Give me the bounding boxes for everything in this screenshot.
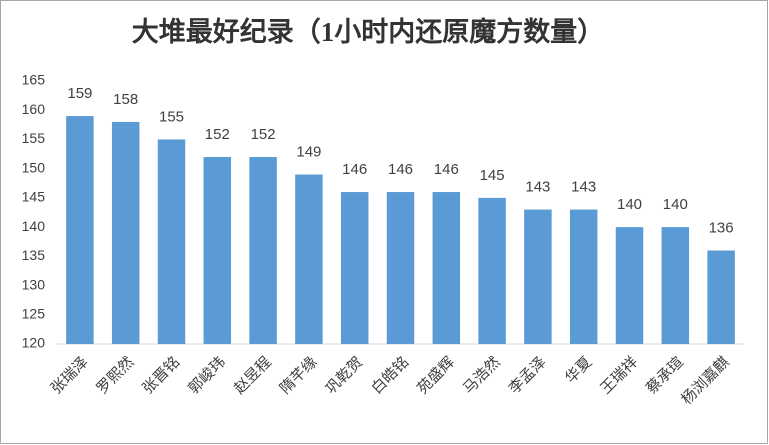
y-tick-label: 160 xyxy=(22,101,46,117)
bar xyxy=(478,197,506,344)
bar xyxy=(340,192,369,344)
chart-title: 大堆最好纪录（1小时内还原魔方数量） xyxy=(132,16,605,47)
y-tick-label: 145 xyxy=(22,189,46,205)
bar xyxy=(249,156,277,344)
data-label: 159 xyxy=(67,85,92,102)
y-tick-label: 130 xyxy=(22,276,46,292)
data-label: 143 xyxy=(571,179,596,196)
data-label: 158 xyxy=(113,91,138,108)
bar xyxy=(524,209,552,344)
y-tick-label: 135 xyxy=(22,247,46,263)
bar xyxy=(569,209,598,344)
bar xyxy=(66,116,94,344)
y-tick-label: 120 xyxy=(22,335,46,351)
y-tick-label: 150 xyxy=(22,159,46,175)
bar xyxy=(661,227,690,344)
bar xyxy=(615,227,644,344)
data-label: 149 xyxy=(296,143,321,160)
y-tick-label: 140 xyxy=(22,218,46,234)
data-label: 152 xyxy=(205,126,230,143)
data-label: 155 xyxy=(159,108,184,125)
bar xyxy=(203,156,232,344)
data-label: 143 xyxy=(525,179,550,196)
data-label: 152 xyxy=(251,126,276,143)
data-label: 145 xyxy=(480,167,505,184)
bar xyxy=(707,250,735,344)
data-label: 146 xyxy=(388,161,413,178)
data-label: 140 xyxy=(663,196,688,213)
data-label: 146 xyxy=(342,161,367,178)
bar xyxy=(386,192,415,344)
y-tick-label: 125 xyxy=(22,305,46,321)
y-tick-label: 155 xyxy=(22,130,46,146)
data-label: 140 xyxy=(617,196,642,213)
bar xyxy=(157,139,186,344)
y-tick-label: 165 xyxy=(22,72,46,88)
bar xyxy=(111,121,140,345)
bar xyxy=(432,192,461,344)
data-label: 146 xyxy=(434,161,459,178)
data-label: 136 xyxy=(709,219,734,236)
bar xyxy=(295,174,323,344)
